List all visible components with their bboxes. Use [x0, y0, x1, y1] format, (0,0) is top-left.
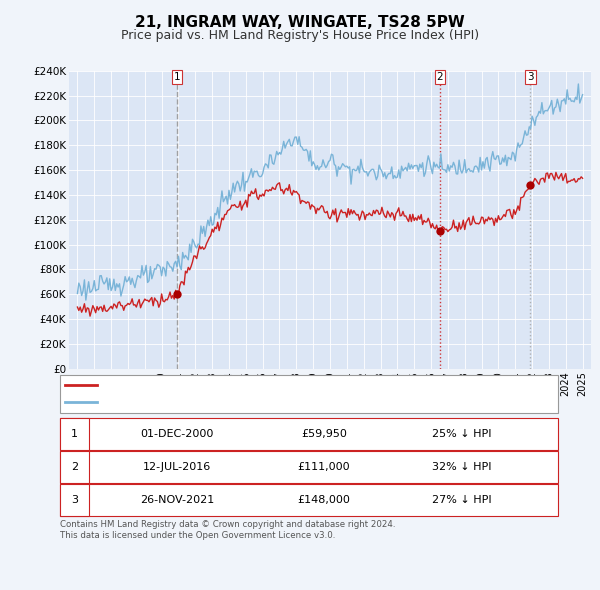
Text: HPI: Average price, detached house, County Durham: HPI: Average price, detached house, Coun…	[105, 397, 380, 407]
Text: 12-JUL-2016: 12-JUL-2016	[143, 462, 211, 471]
Text: 27% ↓ HPI: 27% ↓ HPI	[432, 495, 492, 504]
Text: 3: 3	[527, 73, 533, 82]
Text: 1: 1	[174, 73, 181, 82]
Text: 01-DEC-2000: 01-DEC-2000	[140, 429, 214, 438]
Text: 3: 3	[71, 495, 78, 504]
Text: 21, INGRAM WAY, WINGATE, TS28 5PW: 21, INGRAM WAY, WINGATE, TS28 5PW	[135, 15, 465, 30]
Text: 26-NOV-2021: 26-NOV-2021	[140, 495, 214, 504]
Text: Price paid vs. HM Land Registry's House Price Index (HPI): Price paid vs. HM Land Registry's House …	[121, 30, 479, 42]
Text: 25% ↓ HPI: 25% ↓ HPI	[432, 429, 492, 438]
Text: Contains HM Land Registry data © Crown copyright and database right 2024.
This d: Contains HM Land Registry data © Crown c…	[60, 520, 395, 540]
Text: £59,950: £59,950	[301, 429, 347, 438]
Text: £148,000: £148,000	[298, 495, 350, 504]
Text: 2: 2	[71, 462, 78, 471]
Text: 2: 2	[437, 73, 443, 82]
Text: 32% ↓ HPI: 32% ↓ HPI	[432, 462, 492, 471]
Text: 1: 1	[71, 429, 78, 438]
Text: 21, INGRAM WAY, WINGATE, TS28 5PW (detached house): 21, INGRAM WAY, WINGATE, TS28 5PW (detac…	[105, 381, 401, 391]
Text: £111,000: £111,000	[298, 462, 350, 471]
